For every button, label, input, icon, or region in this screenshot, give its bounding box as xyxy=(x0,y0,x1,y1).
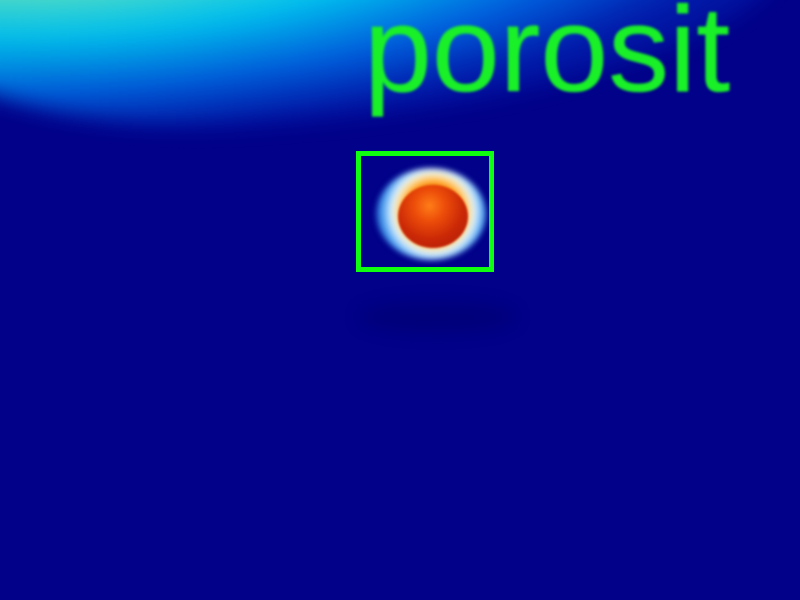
porosity-detection-box xyxy=(356,151,494,272)
faint-dark-shadow xyxy=(360,302,515,332)
pore-core xyxy=(398,185,468,248)
porosity-detection-label: porosit xyxy=(364,0,731,117)
